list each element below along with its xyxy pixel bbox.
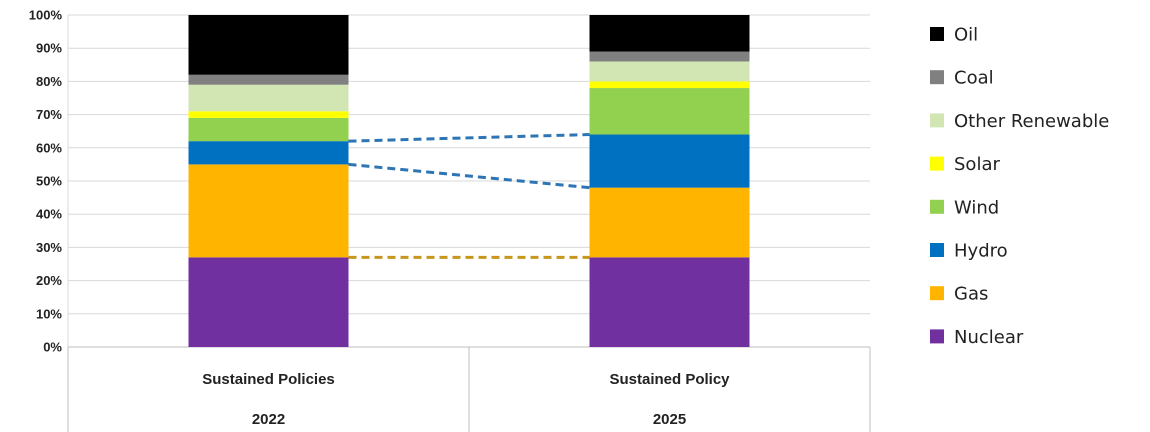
legend-swatch — [930, 70, 944, 85]
legend-swatch — [930, 199, 944, 214]
y-tick-label: 30% — [36, 240, 62, 255]
bar-segment-coal — [589, 51, 750, 62]
legend-label: Hydro — [954, 241, 1008, 262]
bar-segment-solar — [589, 81, 750, 89]
legend-label: Wind — [954, 197, 999, 218]
connector-line-hydro — [348, 133, 590, 143]
legend-label: Solar — [954, 154, 1000, 175]
legend-swatch — [930, 286, 944, 301]
category-label: Sustained Policy — [609, 371, 730, 388]
legend-swatch — [930, 27, 944, 41]
legend-swatch — [930, 156, 944, 171]
bar-segment-nuclear — [188, 257, 349, 347]
y-tick-label: 40% — [36, 207, 62, 222]
y-tick-label: 20% — [36, 273, 62, 288]
legend-swatch — [930, 113, 944, 128]
y-tick-label: 60% — [36, 140, 62, 155]
bar-segment-gas — [188, 164, 349, 258]
bar-segment-hydro — [188, 141, 349, 165]
bar-segment-wind — [188, 117, 349, 142]
bar-segment-hydro — [589, 134, 750, 188]
legend-label: Gas — [954, 284, 988, 305]
legend-label: Oil — [954, 25, 978, 46]
bar-segment-oil — [188, 15, 349, 75]
category-group-label: 2022 — [252, 411, 285, 428]
y-tick-label: 10% — [36, 306, 62, 321]
category-label: Sustained Policies — [202, 371, 335, 388]
bar-segment-solar — [188, 111, 349, 118]
y-tick-label: 0% — [43, 340, 62, 355]
bar-segment-other-renewable — [188, 84, 349, 112]
legend-swatch — [930, 329, 944, 344]
legend-swatch — [930, 243, 944, 257]
y-tick-label: 50% — [36, 174, 62, 189]
legend-label: Nuclear — [954, 327, 1024, 348]
y-tick-label: 80% — [36, 74, 62, 89]
y-tick-label: 70% — [36, 107, 62, 122]
y-tick-label: 100% — [29, 8, 63, 23]
bar-segment-gas — [589, 187, 750, 258]
legend-label: Other Renewable — [954, 111, 1109, 132]
y-tick-label: 90% — [36, 41, 62, 56]
bar-segment-wind — [589, 88, 750, 135]
connector-line-gas — [348, 162, 590, 190]
bar-segment-coal — [188, 74, 349, 85]
bar-segment-oil — [589, 15, 750, 52]
bar-segment-nuclear — [589, 257, 750, 347]
category-group-label: 2025 — [653, 411, 686, 428]
bar-segment-other-renewable — [589, 61, 750, 82]
legend-label: Coal — [954, 68, 994, 89]
